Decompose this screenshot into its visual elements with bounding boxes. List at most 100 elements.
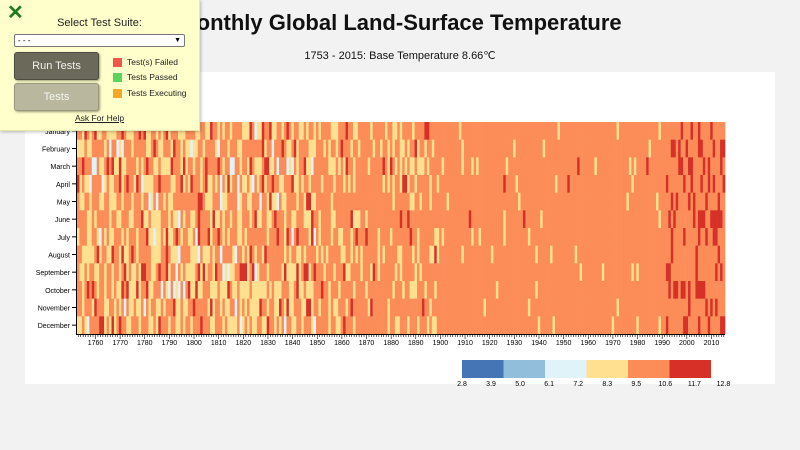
heatmap-cell <box>291 281 295 299</box>
heatmap-cell <box>338 157 341 176</box>
heatmap-cell <box>185 281 189 299</box>
heatmap-cell <box>495 228 499 246</box>
heatmap-cell <box>126 228 130 246</box>
heatmap-cell <box>599 281 603 299</box>
heatmap-cell <box>219 210 223 229</box>
heatmap-cell <box>638 122 642 140</box>
heatmap-cell <box>658 175 662 193</box>
heatmap-cell <box>518 122 521 140</box>
close-x-icon[interactable]: ✕ <box>7 2 24 24</box>
heatmap-cell <box>471 263 474 282</box>
heatmap-cell <box>500 139 504 158</box>
heatmap-cell <box>286 281 290 299</box>
heatmap-cell <box>256 228 260 246</box>
heatmap-cell <box>631 228 635 246</box>
heatmap-cell <box>377 316 381 335</box>
heatmap-cell <box>540 298 543 317</box>
heatmap-cell <box>656 316 659 335</box>
heatmap-cell <box>431 298 435 317</box>
heatmap-cell <box>692 210 696 229</box>
heatmap-cell <box>180 210 184 229</box>
heatmap-cell <box>111 157 115 176</box>
heatmap-cell <box>182 263 186 282</box>
heatmap-cell <box>222 228 226 246</box>
heatmap-cell <box>219 245 223 264</box>
heatmap-cell <box>182 210 186 229</box>
heatmap-cell <box>419 175 423 193</box>
heatmap-cell <box>338 298 341 317</box>
heatmap-cell <box>111 175 115 193</box>
heatmap-cell <box>224 245 228 264</box>
heatmap-cell <box>81 228 85 246</box>
heatmap-cell <box>155 298 159 317</box>
heatmap-cell <box>619 281 622 299</box>
heatmap-cell <box>631 192 635 211</box>
heatmap-cell <box>362 228 366 246</box>
heatmap-cell <box>540 192 543 211</box>
heatmap-cell <box>604 157 608 176</box>
heatmap-cell <box>145 281 149 299</box>
heatmap-cell <box>449 316 452 335</box>
heatmap-cell <box>264 281 268 299</box>
heatmap-cell <box>109 192 112 211</box>
heatmap-cell <box>271 122 275 140</box>
heatmap-cell <box>619 245 622 264</box>
heatmap-cell <box>175 210 179 229</box>
heatmap-cell <box>261 122 265 140</box>
heatmap-cell <box>288 139 292 158</box>
ask-for-help-link[interactable]: Ask For Help <box>74 113 125 123</box>
heatmap-cell <box>660 192 664 211</box>
heatmap-cell <box>707 298 711 317</box>
legend-passed-label: Tests Passed <box>127 72 178 82</box>
heatmap-cell <box>222 298 226 317</box>
heatmap-cell <box>510 139 514 158</box>
heatmap-cell <box>372 316 376 335</box>
heatmap-cell <box>715 157 718 176</box>
heatmap-cell <box>559 175 563 193</box>
heatmap-cell <box>471 281 474 299</box>
legend-color-swatch <box>586 360 628 378</box>
heatmap-cell <box>458 228 462 246</box>
tests-button[interactable]: Tests <box>14 83 99 111</box>
heatmap-cell <box>320 316 324 335</box>
heatmap-cell <box>133 316 137 335</box>
heatmap-cell <box>210 139 213 158</box>
heatmap-cell <box>382 316 386 335</box>
heatmap-cell <box>522 263 526 282</box>
heatmap-cell <box>680 157 684 176</box>
heatmap-cell <box>404 228 408 246</box>
test-suite-select[interactable]: - - - ▼ <box>14 34 185 47</box>
heatmap-cell <box>520 281 524 299</box>
heatmap-cell <box>564 298 568 317</box>
heatmap-cell <box>237 139 240 158</box>
heatmap-cell <box>466 175 470 193</box>
heatmap-cell <box>424 263 428 282</box>
heatmap-cell <box>306 210 309 229</box>
heatmap-cell <box>424 139 428 158</box>
heatmap-cell <box>392 192 396 211</box>
heatmap-cell <box>670 210 674 229</box>
heatmap-cell <box>412 245 415 264</box>
heatmap-cell <box>173 316 176 335</box>
run-tests-button[interactable]: Run Tests <box>14 52 99 80</box>
heatmap-cell <box>343 210 346 229</box>
heatmap-cell <box>372 263 376 282</box>
heatmap-cell <box>550 316 553 335</box>
heatmap-cell <box>468 281 472 299</box>
heatmap-cell <box>503 157 507 176</box>
heatmap-cell <box>190 139 194 158</box>
heatmap-cell <box>468 210 472 229</box>
heatmap-cell <box>165 245 169 264</box>
heatmap-cell <box>224 228 228 246</box>
heatmap-cell <box>168 157 171 176</box>
heatmap-cell <box>493 281 497 299</box>
heatmap-cell <box>308 192 312 211</box>
heatmap-cell <box>320 263 324 282</box>
heatmap-cell <box>577 192 580 211</box>
heatmap-cell <box>476 210 479 229</box>
heatmap-cell <box>453 192 457 211</box>
heatmap-cell <box>283 281 287 299</box>
heatmap-cell <box>234 281 238 299</box>
heatmap-cell <box>486 210 489 229</box>
heatmap-cell <box>429 245 433 264</box>
